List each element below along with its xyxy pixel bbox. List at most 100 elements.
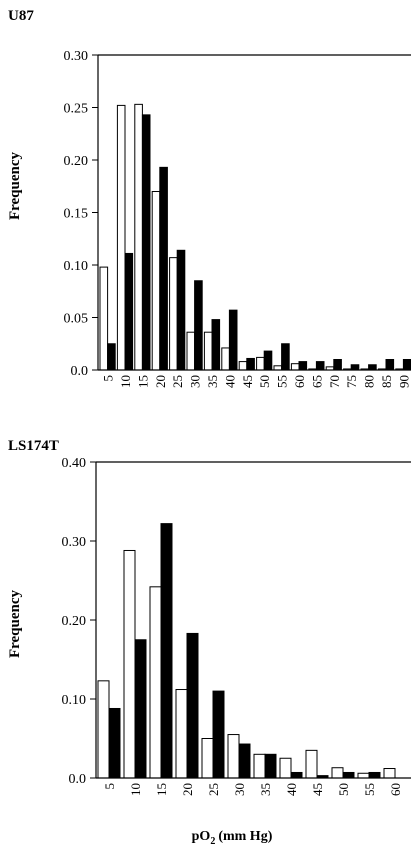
x-tick-label: 90 <box>396 375 411 388</box>
y-tick-label: 0.40 <box>62 456 87 471</box>
bar-open <box>279 757 292 779</box>
bar-filled <box>134 639 147 779</box>
x-tick-label: 60 <box>388 783 403 796</box>
bar-open <box>256 356 265 371</box>
axes-ls174t <box>95 461 411 779</box>
y-tick-label: 0.0 <box>71 364 89 379</box>
bar-filled <box>107 343 116 371</box>
x-tick-label: 20 <box>180 783 195 796</box>
x-tick-label: 85 <box>379 375 394 388</box>
x-tick-label: 80 <box>362 375 377 388</box>
bar-filled <box>159 166 168 371</box>
bar-filled <box>350 364 360 371</box>
x-tick-label: 35 <box>258 783 273 796</box>
y-tick-label: 0.15 <box>64 207 89 222</box>
bar-open <box>201 738 214 779</box>
x-tick-label: 45 <box>240 375 255 388</box>
bar-filled <box>228 309 238 371</box>
x-tick-label: 75 <box>344 375 359 388</box>
bar-open <box>186 331 196 371</box>
bar-open <box>149 586 162 779</box>
y-tick-label: 0.0 <box>69 772 87 787</box>
x-tick-label: 55 <box>275 375 290 388</box>
x-tick-label: 5 <box>101 375 116 382</box>
bar-filled <box>246 357 255 371</box>
y-tick-label: 0.05 <box>64 312 89 327</box>
x-tick-label: 5 <box>102 783 117 790</box>
bar-filled <box>160 523 173 779</box>
x-ticks-u87: 5 10 15 20 25 30 35 40 45 50 55 60 65 70 75 80 85 90 <box>101 375 411 388</box>
x-tick-label: 30 <box>232 783 247 796</box>
x-tick-label: 60 <box>292 375 307 388</box>
y-tick-label: 0.25 <box>64 102 89 117</box>
bar-filled <box>176 249 186 371</box>
bar-filled <box>368 771 381 779</box>
x-tick-label: 40 <box>222 375 237 388</box>
y-tick-label: 0.30 <box>64 49 89 64</box>
bar-filled <box>290 771 303 779</box>
y-tick-label: 0.30 <box>62 535 87 550</box>
bar-filled <box>238 743 251 779</box>
bar-open <box>273 365 283 371</box>
x-tick-label: 40 <box>284 783 299 796</box>
x-axis-label-units: (mm Hg) <box>218 829 272 844</box>
bar-open <box>175 689 188 779</box>
bar-filled <box>385 359 395 371</box>
bar-open <box>151 191 161 371</box>
x-tick-label: 70 <box>327 375 342 388</box>
x-tick-label: 20 <box>153 375 168 388</box>
bar-open <box>221 347 230 371</box>
y-tick-label: 0.10 <box>62 693 87 708</box>
bar-open <box>123 549 136 779</box>
bar-filled <box>342 771 355 779</box>
bar-open <box>116 104 126 371</box>
bar-filled <box>124 252 134 371</box>
x-tick-label: 25 <box>170 375 185 388</box>
bar-filled <box>368 364 377 371</box>
bar-open <box>253 753 266 779</box>
bar-filled <box>263 350 273 371</box>
x-tick-label: 55 <box>362 783 377 796</box>
y-tick-label: 0.10 <box>64 259 89 274</box>
x-tick-label: 50 <box>336 783 351 796</box>
x-tick-label: 10 <box>128 783 143 796</box>
bar-filled <box>212 690 225 779</box>
panel-title-ls174t: LS174T <box>8 438 59 454</box>
x-axis-label: pO2 (mm Hg) <box>192 829 273 847</box>
bar-filled <box>333 359 342 371</box>
bar-filled <box>402 359 411 371</box>
bar-filled <box>298 361 308 371</box>
bar-open <box>97 680 110 779</box>
bars-ls174t <box>97 523 396 779</box>
bar-open <box>227 734 240 779</box>
x-tick-label: 50 <box>257 375 272 388</box>
bar-filled <box>194 280 203 371</box>
bar-open <box>331 767 344 779</box>
bar-open <box>203 331 213 371</box>
x-axis-label-subscript: 2 <box>210 836 215 847</box>
bar-filled <box>264 753 277 779</box>
bar-open <box>99 266 109 371</box>
bar-open <box>169 257 178 371</box>
x-tick-label: 35 <box>205 375 220 388</box>
bar-open <box>383 768 396 779</box>
x-tick-label: 15 <box>135 375 150 388</box>
chart-panel-ls174t: LS174T Frequency 0.0 0.10 0.20 0.30 0.40 5 10… <box>7 438 411 796</box>
x-tick-label: 65 <box>309 375 324 388</box>
chart-panel-u87: U87 Frequency 0.0 0.05 0.10 0.15 0.20 0.25 0.3… <box>7 8 411 388</box>
y-ticks-u87: 0.0 0.05 0.10 0.15 0.20 0.25 0.30 <box>64 49 98 379</box>
bars-u87 <box>99 103 411 371</box>
bar-filled <box>186 632 199 779</box>
y-tick-label: 0.20 <box>62 614 87 629</box>
x-ticks-ls174t: 5 10 15 20 25 30 35 40 45 50 55 60 <box>102 783 403 796</box>
bar-open <box>238 361 248 371</box>
bar-open <box>134 103 143 371</box>
axes-u87 <box>97 54 411 371</box>
x-axis-label-main: pO <box>192 829 211 844</box>
bar-open <box>290 363 300 371</box>
y-tick-label: 0.20 <box>64 154 89 169</box>
x-tick-label: 25 <box>206 783 221 796</box>
x-tick-label: 30 <box>188 375 203 388</box>
y-ticks-ls174t: 0.0 0.10 0.20 0.30 0.40 <box>62 456 96 787</box>
